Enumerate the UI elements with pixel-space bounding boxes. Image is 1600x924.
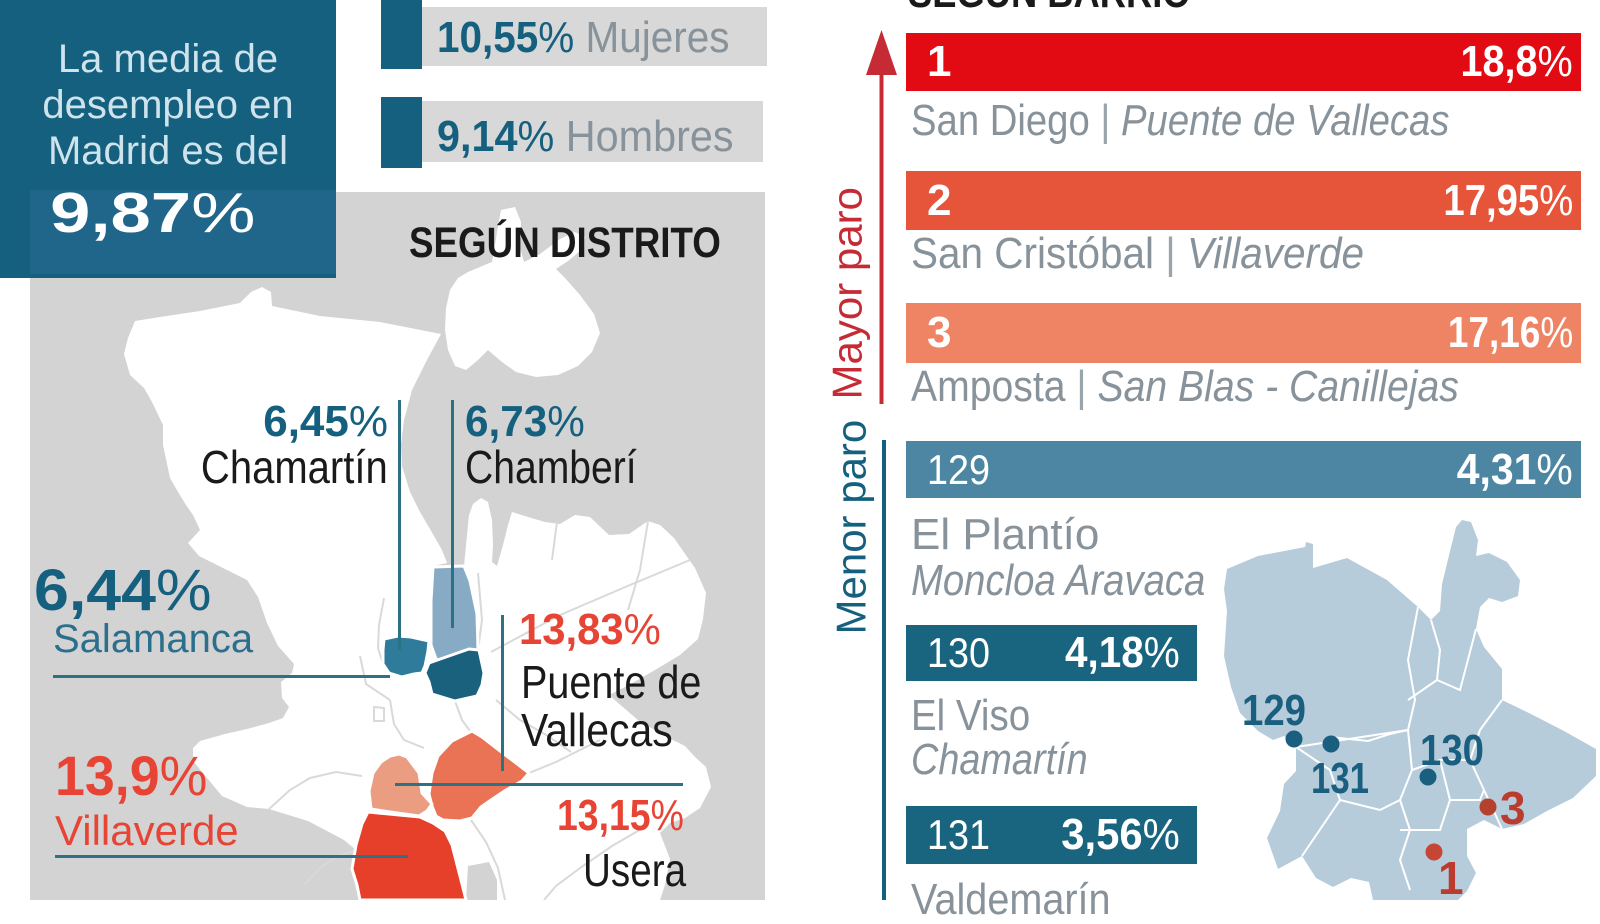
svg-text:1: 1 [1438,852,1464,900]
svg-text:129: 129 [1242,686,1306,735]
svg-text:130: 130 [1420,726,1484,775]
svg-text:131: 131 [1311,754,1369,803]
svg-text:3: 3 [1500,782,1526,834]
